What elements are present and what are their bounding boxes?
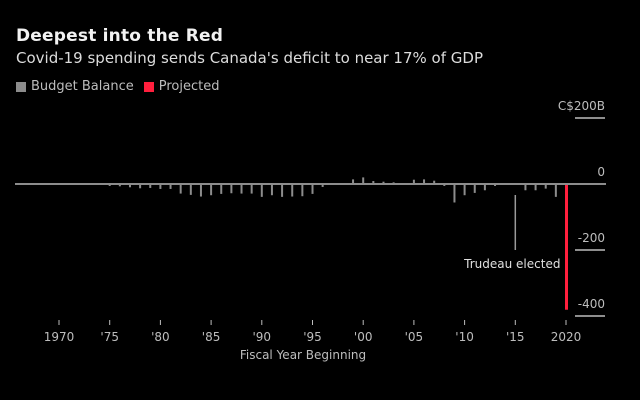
x-tick-label: 2020 [551,330,582,344]
bar-budget-balance-2011 [473,184,476,193]
y-tick-label: 0 [597,165,605,179]
bar-budget-balance-2009 [453,184,456,203]
x-tick-label: '75 [100,330,119,344]
legend-label-budget-balance: Budget Balance [31,79,134,94]
bar-budget-balance-1984 [199,184,202,197]
legend-item-budget-balance: Budget Balance [16,79,134,94]
bars-group [17,177,568,310]
bar-budget-balance-1986 [220,184,223,194]
bar-budget-balance-2017 [534,184,537,191]
bar-budget-balance-2016 [524,184,527,191]
annotations: Trudeau elected [463,195,560,271]
legend-swatch-budget-balance [16,81,26,92]
bar-budget-balance-1989 [250,184,253,194]
chart-subtitle: Covid-19 spending sends Canada's deficit… [16,49,483,67]
x-tick-label: 1970 [44,330,75,344]
x-axis-title: Fiscal Year Beginning [240,348,366,362]
bar-budget-balance-1993 [291,184,294,197]
legend-item-projected: Projected [143,79,220,94]
x-tick-label: '10 [455,330,474,344]
x-tick-label: '05 [405,330,424,344]
bar-budget-balance-1980 [159,184,162,189]
y-tick-label: -400 [578,297,605,311]
bar-budget-balance-2019 [554,184,557,197]
x-tick-label: '95 [303,330,322,344]
legend-swatch-projected [143,81,154,92]
bar-budget-balance-1994 [301,184,304,197]
bar-budget-balance-1983 [189,184,192,195]
chart-title: Deepest into the Red [16,26,224,46]
bar-budget-balance-1979 [149,184,152,188]
bar-budget-balance-1996 [321,184,324,187]
bar-budget-balance-1978 [139,184,142,189]
bar-budget-balance-1985 [210,184,213,196]
bar-budget-balance-1977 [128,184,131,188]
x-tick-label: '85 [202,330,221,344]
bar-budget-balance-1988 [240,184,243,194]
y-tick-label: C$200B [558,99,605,113]
x-tick-label: '15 [506,330,525,344]
bar-budget-balance-2006 [423,179,426,184]
bar-budget-balance-1991 [270,184,273,196]
y-tick-label: -200 [578,231,605,245]
bar-budget-balance-2000 [362,177,365,184]
bar-budget-balance-1995 [311,184,314,194]
bar-budget-balance-1976 [118,184,121,187]
annotation-trudeau-elected: Trudeau elected [463,257,560,271]
bar-budget-balance-1987 [230,184,233,194]
bar-budget-balance-1992 [281,184,284,197]
x-tick-label: '90 [253,330,272,344]
x-tick-label: '00 [354,330,373,344]
bar-budget-balance-1982 [179,184,182,194]
bar-budget-balance-2012 [483,184,486,191]
bar-budget-balance-1999 [352,179,355,184]
y-axis: C$200B 0 -200 -400 [15,99,606,317]
bar-budget-balance-2018 [544,184,547,189]
bar-budget-balance-2005 [412,179,415,184]
bar-projected-2020 [565,184,568,310]
x-axis: 1970 '75 '80 '85 '90 '95 '00 '05 '10 '15 2020 [44,320,582,344]
bar-budget-balance-2002 [382,181,385,184]
legend: Budget Balance Projected [16,79,229,94]
bar-budget-balance-2007 [433,180,436,184]
bar-budget-balance-1981 [169,184,172,189]
legend-label-projected: Projected [158,79,220,94]
bar-budget-balance-1990 [260,184,263,197]
bar-budget-balance-2001 [372,181,375,184]
bar-budget-balance-2010 [463,184,466,196]
x-tick-label: '80 [151,330,170,344]
